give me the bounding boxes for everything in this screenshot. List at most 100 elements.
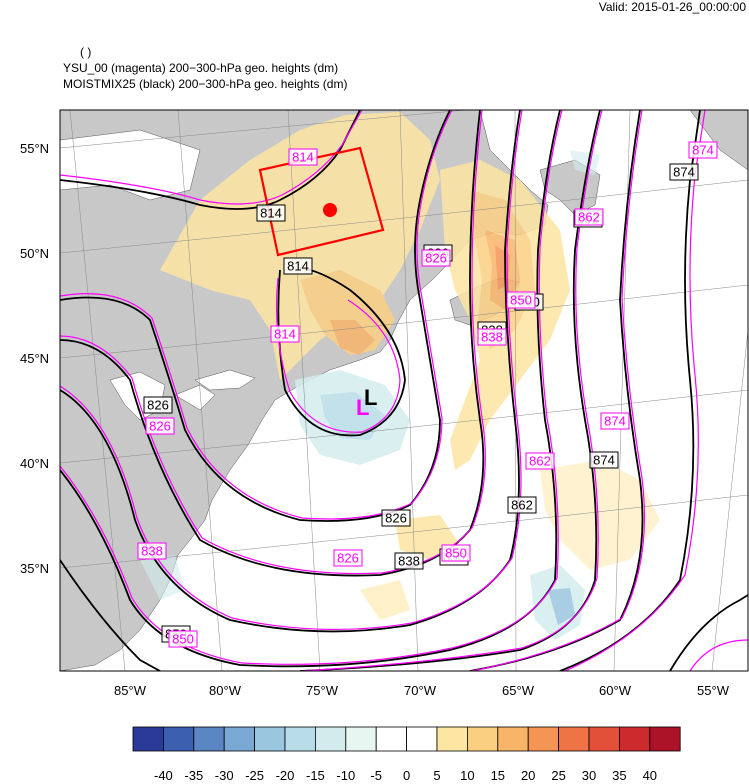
- lon-label: 85°W: [114, 683, 147, 698]
- lon-label: 80°W: [209, 683, 242, 698]
- colorbar-label: -15: [306, 768, 325, 783]
- location-dot: [323, 203, 337, 217]
- low-marker-magenta: L: [356, 395, 369, 420]
- contour-label-box: [333, 549, 363, 567]
- colorbar-label: -5: [370, 768, 382, 783]
- colorbar-label: 35: [612, 768, 626, 783]
- colorbar-swatch: [649, 726, 681, 752]
- lon-label: 60°W: [599, 683, 632, 698]
- low-marker-black: L: [364, 385, 377, 410]
- colorbar-swatch: [193, 726, 225, 752]
- colorbar-swatch: [497, 726, 529, 752]
- contour-label-box: [137, 542, 167, 560]
- colorbar-label: -20: [276, 768, 295, 783]
- colorbar-swatch: [284, 726, 316, 752]
- colorbar-swatch: [314, 726, 347, 752]
- contour-label-box: [145, 417, 175, 435]
- lat-label: 35°N: [20, 561, 49, 576]
- contour-label: 862: [511, 498, 533, 513]
- lat-label: 55°N: [20, 141, 49, 156]
- contour-label-box: [669, 163, 699, 181]
- lon-label: 75°W: [306, 683, 339, 698]
- contour-label: 826: [385, 511, 407, 526]
- lat-label: 50°N: [20, 246, 49, 261]
- contour-label: 826: [337, 551, 359, 566]
- colorbar-swatch: [254, 726, 286, 752]
- lon-axis: 85°W 80°W 75°W 70°W 65°W 60°W 55°W: [114, 683, 730, 698]
- contour-label: 874: [692, 143, 714, 158]
- map-frame: [59, 109, 749, 672]
- colorbar-swatch: [588, 726, 620, 752]
- colorbar-swatch: [466, 726, 499, 752]
- colorbar-label: -30: [215, 768, 234, 783]
- colorbar-swatch: [619, 726, 651, 752]
- contour-label-box: [288, 148, 318, 166]
- colorbar-label: -35: [184, 768, 203, 783]
- colorbar-swatch: [558, 726, 590, 752]
- contour-label-box: [168, 630, 198, 648]
- contour-label: 850: [172, 632, 194, 647]
- colorbar-swatch: [406, 726, 438, 752]
- lat-label: 45°N: [20, 351, 49, 366]
- contour-label: 814: [292, 150, 314, 165]
- contour-label-box: [506, 291, 536, 309]
- contour-label-box: [525, 452, 555, 470]
- contour-label: 850: [445, 546, 467, 561]
- colorbar-swatch: [223, 726, 255, 752]
- contour-label: 850: [510, 293, 532, 308]
- contour-label: 838: [141, 544, 163, 559]
- contour-label: 826: [147, 398, 169, 413]
- contour-label-box: [256, 204, 286, 222]
- colorbar-label: 20: [521, 768, 535, 783]
- contour-label: 874: [593, 453, 615, 468]
- contour-label-box: [441, 544, 471, 562]
- lon-label: 65°W: [502, 683, 535, 698]
- colorbar-label: 5: [433, 768, 440, 783]
- colorbar-label: 0: [403, 768, 410, 783]
- colorbar-labels: -40 -35 -30 -25 -20 -15 -10 -5 0 5 10 15 20 25 30 35 40: [154, 768, 657, 783]
- contour-label: 874: [673, 165, 695, 180]
- contour-label: 838: [398, 554, 420, 569]
- lat-label: 40°N: [20, 456, 49, 471]
- contour-label: 838: [481, 330, 503, 345]
- valid-time: Valid: 2015-01-26_00:00:00: [598, 0, 746, 14]
- lat-axis: 55°N 50°N 45°N 40°N 35°N: [20, 141, 49, 576]
- colorbar-swatch: [527, 726, 560, 752]
- contour-label: 826: [425, 251, 447, 266]
- title-line1: ( ): [80, 45, 92, 59]
- contour-label: 874: [604, 414, 626, 429]
- land-greenland-tip: [689, 110, 748, 171]
- contour-label-box: [688, 141, 718, 159]
- contour-label-box: [600, 412, 630, 430]
- lon-label: 70°W: [404, 683, 437, 698]
- contour-label-box: [283, 257, 313, 275]
- colorbar: [132, 726, 681, 752]
- colorbar-label: 25: [551, 768, 565, 783]
- contour-label-box: [574, 208, 604, 226]
- contour-label-box: [270, 325, 300, 343]
- colorbar-swatch: [162, 726, 195, 752]
- contour-label: 814: [260, 206, 282, 221]
- contour-label: 814: [287, 259, 309, 274]
- contour-label-box: [589, 451, 619, 469]
- lon-label: 55°W: [697, 683, 730, 698]
- colorbar-swatch: [345, 726, 377, 752]
- contour-label: 862: [529, 454, 551, 469]
- contour-label: 814: [274, 327, 296, 342]
- colorbar-label: 10: [460, 768, 474, 783]
- magenta-contour-labels: 814 814 826 826 826 838 838 850 850 850 862 862 874 8…: [137, 141, 718, 648]
- contour-label-box: [507, 496, 537, 514]
- title-line2: YSU_00 (magenta) 200−300-hPa geo. height…: [63, 61, 339, 75]
- colorbar-swatch: [436, 726, 468, 752]
- domain-box: [258, 146, 385, 257]
- colorbar-swatch: [375, 726, 408, 752]
- contour-label-box: [394, 552, 424, 570]
- contour-label-box: [143, 396, 173, 414]
- hudson-bay: [60, 129, 201, 201]
- contour-label-box: [477, 328, 507, 346]
- contour-label: 826: [149, 419, 171, 434]
- contour-label: 862: [578, 210, 600, 225]
- colorbar-label: -25: [245, 768, 264, 783]
- colorbar-label: 15: [491, 768, 505, 783]
